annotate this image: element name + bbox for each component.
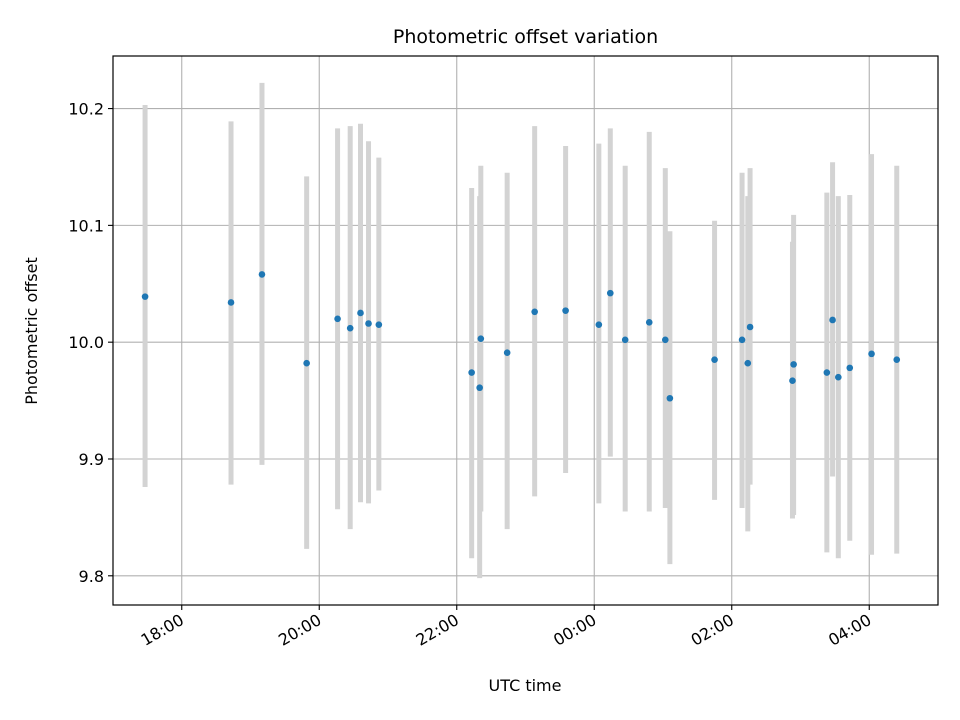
data-point (346, 324, 354, 332)
x-tick-label: 00:00 (550, 610, 599, 650)
data-point (790, 361, 797, 368)
data-point (835, 373, 842, 381)
data-point (476, 384, 483, 392)
x-tick-label: 04:00 (825, 610, 874, 650)
data-point (738, 336, 746, 344)
data-point (789, 377, 796, 385)
y-tick-label: 9.8 (79, 567, 104, 586)
data-point (893, 356, 901, 364)
data-point (365, 320, 372, 327)
data-point (846, 364, 854, 372)
chart-title: Photometric offset variation (393, 26, 658, 48)
data-point (823, 369, 831, 376)
data-point (141, 293, 149, 300)
data-point (303, 359, 310, 367)
data-point (645, 319, 653, 326)
data-point (357, 309, 364, 317)
x-axis-label: UTC time (489, 676, 562, 695)
data-point (334, 315, 341, 323)
data-point (503, 349, 511, 356)
data-point (606, 289, 614, 297)
data-point (746, 323, 754, 331)
data-point (227, 299, 235, 306)
y-tick-label: 10.1 (68, 216, 104, 235)
data-point (468, 369, 475, 376)
data-point (595, 321, 603, 328)
y-tick-label: 10.0 (68, 333, 104, 352)
x-tick-label: 02:00 (688, 610, 737, 650)
y-tick-label: 10.2 (68, 100, 104, 119)
grid-layer (113, 56, 938, 605)
data-point (258, 271, 266, 278)
plot-frame (112, 55, 939, 606)
x-tick-label: 20:00 (275, 610, 324, 650)
data-point (477, 335, 485, 342)
y-tick-label: 9.9 (79, 450, 104, 469)
data-point (621, 336, 629, 344)
data-point (711, 356, 718, 364)
x-tick-label: 18:00 (138, 610, 187, 650)
data-point (744, 359, 752, 367)
errorbar-layer (142, 82, 900, 579)
data-point (666, 394, 674, 402)
data-point (531, 308, 538, 316)
y-axis-label: Photometric offset (22, 257, 41, 405)
data-point (829, 316, 836, 324)
data-point (868, 350, 875, 358)
data-point (562, 307, 569, 314)
marker-layer (141, 271, 901, 402)
data-point (661, 336, 669, 344)
x-tick-label: 22:00 (413, 610, 462, 650)
data-point (375, 321, 383, 328)
